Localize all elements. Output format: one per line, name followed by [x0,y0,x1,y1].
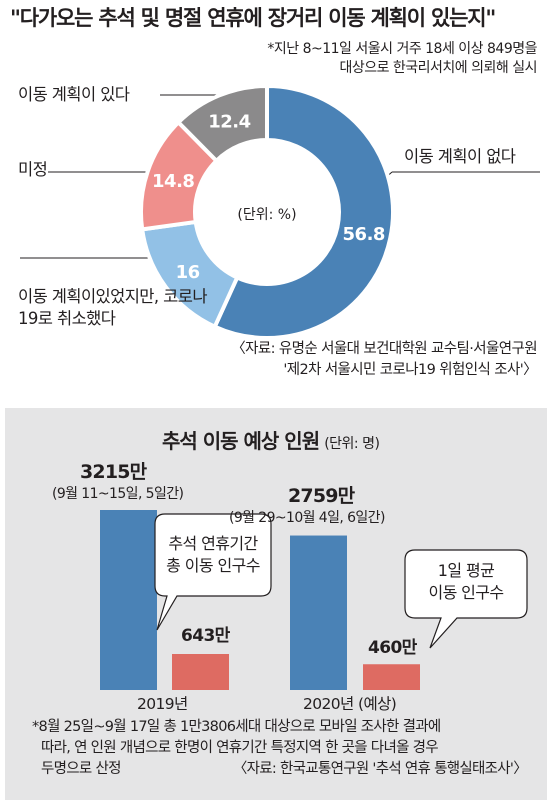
bar-chart-heading: 추석 이동 예상 인원 (단위: 명) [162,425,380,454]
bar-daily-0 [172,654,229,690]
pie-source-line-2: '제2차 서울시민 코로나19 위험인식 조사'〉 [283,362,537,378]
pie-label-planned: 이동 계획이 있다 [18,85,130,104]
pie-label-not-planned: 이동 계획이 없다 [404,147,516,166]
pie-chart-title: "다가오는 추석 및 명절 연휴에 장거리 이동 계획이 있는지" [10,6,496,30]
pie-value-3: 12.4 [208,111,250,132]
bar-2020-period: (9월 29~10월 4일, 6일간) [229,510,385,526]
callout-daily-line-1: 1일 평균 [437,561,495,580]
footnote-line-3: 두명으로 산정 [41,761,121,777]
pie-slice-3 [175,83,269,164]
pie-slice-0 [212,83,395,340]
bar-2019-period: (9월 11~15일, 5일간) [52,486,184,502]
category-2019: 2019년 [137,695,188,713]
callout-total-bubble [154,513,272,631]
bar-total-0 [100,510,157,690]
pie-label-undecided: 미정 [18,160,48,179]
bar-2020-daily-label: 460만 [368,638,417,658]
callout-daily-line-2: 이동 인구수 [428,583,504,602]
pie-value-2: 14.8 [152,171,194,192]
footnote-line-2: 따라, 연 인원 개념으로 한명이 연휴기간 특정지역 한 곳을 다녀올 경우 [41,740,439,756]
bar-source: 〈자료: 한국교통연구원 '추석 연휴 통행실태조사'〉 [232,761,528,777]
callout-daily-bubble [404,549,528,649]
bar-chart-title: 추석 이동 예상 인원 [162,429,320,453]
pie-label-cancelled: 이동 계획이있었지만, 코로나19로 취소했다 [18,287,208,328]
pie-value-1: 16 [176,262,200,283]
bar-2019-total-label: 3215만 [80,461,147,483]
donut-chart: 56.8 16 14.8 12.4 (단위: %) [20,83,540,340]
bar-daily-1 [363,664,420,690]
bar-chart-unit: (단위: 명) [324,436,380,452]
survey-note-line-2: 대상으로 한국리서치에 의뢰해 실시 [339,60,537,76]
bar-2020-total-label: 2759만 [288,485,355,507]
bar-chart-panel: 추석 이동 예상 인원 (단위: 명) 3215만 (9월 11~15일, 5일… [5,408,547,800]
bar-2019-daily-label: 643만 [181,626,230,646]
pie-source-line-1: 〈자료: 유명순 서울대 보건대학원 교수팀·서울연구원 [231,341,537,357]
category-2020: 2020년 (예상) [303,695,397,713]
bar-total-1 [290,535,347,690]
callout-total-line-1: 추석 연휴기간 [168,534,258,553]
pie-unit-label: (단위: %) [237,207,296,223]
callout-total-line-2: 총 이동 인구수 [166,556,260,575]
bar-chart [100,510,528,690]
footnote-line-1: *8월 25일~9월 17일 총 1만3806세대 대상으로 모바일 조사한 결… [32,719,441,735]
pie-value-0: 56.8 [343,224,385,245]
survey-note-line-1: *지난 8~11일 서울시 거주 18세 이상 849명을 [267,41,537,57]
